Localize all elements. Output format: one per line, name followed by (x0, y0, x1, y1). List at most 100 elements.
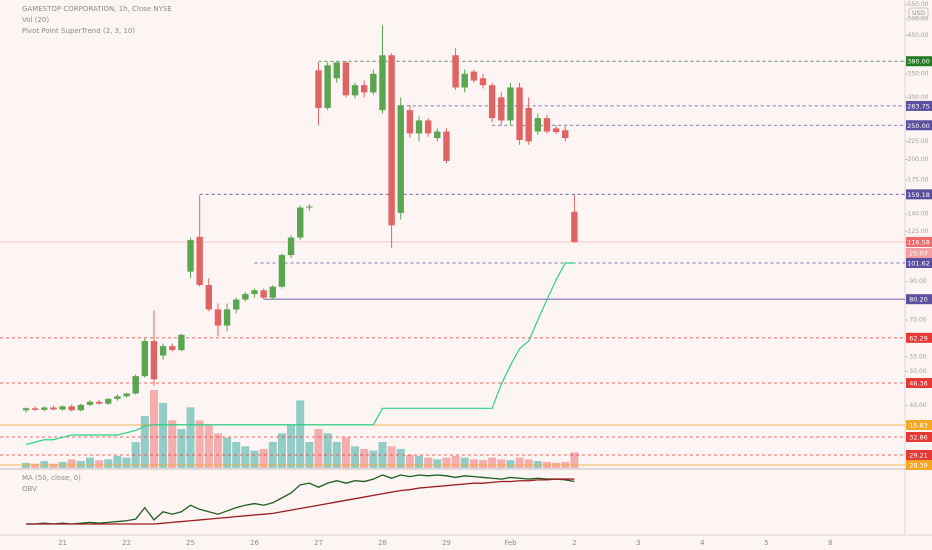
candle-body (114, 396, 121, 399)
candle-body (562, 130, 569, 139)
candle-body (507, 87, 514, 121)
candle-body (397, 105, 404, 213)
candle-body (196, 236, 203, 285)
level-badge-label: 46.36 (909, 380, 928, 388)
y-tick-label: 125.00 (908, 228, 929, 235)
candle-body (324, 65, 331, 108)
main-pane (0, 25, 905, 468)
candle-body (534, 118, 542, 132)
volume-bar (277, 433, 286, 468)
volume-bar (533, 461, 542, 468)
level-badge (906, 120, 932, 131)
candle-body (342, 62, 350, 96)
overlay-badge-label: 28.39 (909, 462, 928, 470)
axes: 550.00500.00450.00350.00300.00225.00200.… (58, 1, 932, 547)
volume-bar (497, 459, 506, 468)
currency[interactable]: USD (912, 10, 925, 17)
candle-body (297, 207, 304, 238)
volume-bar (506, 460, 515, 468)
candle-body (360, 85, 368, 93)
candle-body (132, 376, 139, 394)
volume-bar (140, 416, 149, 468)
volume-bar (149, 390, 158, 468)
candle-body (95, 401, 103, 404)
y-tick-label: 450.00 (908, 32, 929, 39)
candle-body (242, 293, 249, 300)
level-badge-label: 283.75 (907, 102, 930, 110)
volume-bar (360, 448, 369, 468)
volume-bar (186, 407, 195, 468)
candle-body (77, 404, 85, 411)
level-badge (906, 236, 932, 247)
obv-line (26, 478, 575, 525)
x-tick-label: 27 (314, 539, 323, 547)
candle-body (50, 407, 57, 410)
candle-body (141, 341, 149, 377)
x-tick-label: 2 (572, 539, 576, 547)
volume-bar (469, 459, 478, 468)
level-badge-label: 116.58 (907, 238, 930, 246)
y-tick-label: 350.00 (908, 70, 929, 77)
volume-bar (314, 429, 323, 468)
volume-bar (67, 459, 76, 468)
level-badge (906, 332, 932, 343)
volume-bar (488, 457, 497, 468)
candle-body (443, 131, 450, 161)
volume-bar (168, 420, 177, 468)
volume-bar (113, 455, 122, 468)
x-tick-label: 28 (378, 539, 387, 547)
volume-bar (241, 446, 250, 468)
obv-label: OBV (22, 485, 37, 493)
x-tick-label: 8 (828, 539, 832, 547)
volume-bar (223, 437, 232, 468)
indicator-label: Pivot Point SuperTrend (2, 3, 10) (22, 27, 135, 35)
candle-body (434, 131, 441, 139)
obv-title: MA (50, close, 0) (22, 474, 81, 482)
volume-bar (433, 459, 442, 468)
candle-body (159, 346, 167, 356)
volume-bar (341, 437, 350, 468)
volume-bar (296, 400, 305, 468)
candle-body (269, 286, 276, 298)
currency-box[interactable] (908, 7, 929, 19)
y-tick-label: 225.00 (908, 138, 929, 145)
candle-body (178, 334, 185, 351)
level-badge (906, 294, 932, 305)
candle-body (187, 240, 194, 272)
candle-body (59, 406, 66, 410)
candle-body (388, 55, 395, 226)
volume-bar (378, 442, 387, 468)
candle-body (452, 55, 459, 88)
volume-bar (396, 448, 405, 468)
countdown-badge (906, 247, 932, 258)
overlay-badge (906, 420, 932, 430)
candle-body (315, 70, 322, 108)
volume-bar (95, 460, 104, 468)
volume-bar (213, 433, 222, 468)
volume-bar (195, 420, 204, 468)
candle-body (278, 255, 286, 287)
candle-body (498, 97, 505, 121)
volume-bar (177, 429, 186, 468)
x-tick-label: 4 (700, 539, 705, 547)
candle-body (214, 309, 222, 326)
volume-bar (76, 461, 85, 468)
level-badge-label: 101.62 (907, 259, 930, 267)
candle-body (31, 408, 39, 410)
candle-body (370, 73, 377, 93)
volume-label: Vol (20) (22, 16, 49, 24)
level-badge (906, 56, 932, 67)
volume-bar (415, 455, 424, 468)
y-tick-label: 90.00 (909, 278, 926, 285)
overlay-badge (906, 460, 932, 470)
overlay-badge-label: 15.83 (909, 422, 928, 430)
volume-bar (40, 461, 49, 468)
y-tick-label: 500.00 (908, 16, 929, 23)
level-badge (906, 378, 932, 389)
volume-bar (31, 463, 40, 468)
candle-body (223, 309, 231, 326)
y-tick-label: 200.00 (908, 156, 929, 163)
y-tick-label: 300.00 (908, 94, 929, 101)
volume-bar (460, 457, 469, 468)
